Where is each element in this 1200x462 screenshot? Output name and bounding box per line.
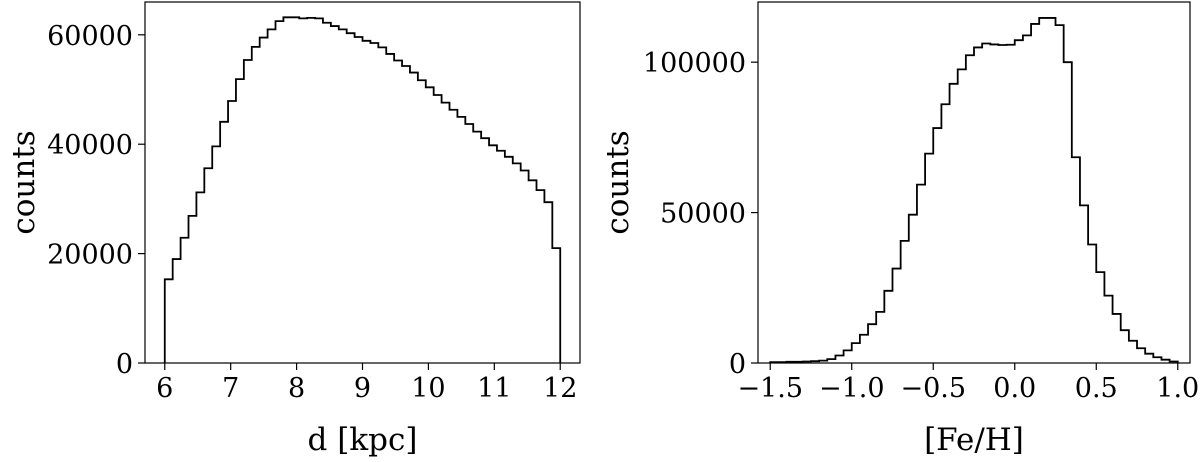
chart0-ytick-label: 0 (116, 349, 133, 380)
chart0-xtick-label: 10 (411, 373, 445, 404)
chart1-y-axis-label: counts (600, 130, 636, 234)
distance-histogram-panel: 6 7 8 9 10 11 12 0 20000 40000 60000 d [kpc] counts (6, 1, 581, 458)
chart0-y-axis-label: counts (6, 130, 42, 234)
chart1-xtick-label: −1.5 (737, 373, 803, 404)
chart1-ytick-label: 100000 (643, 48, 746, 79)
chart0-xtick-label: 9 (354, 373, 371, 404)
chart0-ytick-label: 40000 (47, 130, 133, 161)
chart1-xtick-label: 0.0 (993, 373, 1036, 404)
chart0-histogram-outline (163, 16, 562, 363)
chart0-xtick-label: 11 (477, 373, 511, 404)
chart1-histogram-outline (769, 17, 1179, 363)
chart1-xtick-label: −0.5 (900, 373, 966, 404)
chart1-xtick-label: −1.0 (819, 373, 885, 404)
chart0-ytick-label: 60000 (47, 21, 133, 52)
metallicity-histogram-panel: −1.5 −1.0 −0.5 0.0 0.5 1.0 0 50000 100000 [Fe/H] c… (600, 1, 1199, 458)
chart0-xtick-label: 7 (222, 373, 239, 404)
chart0-x-axis-label: d [kpc] (308, 422, 418, 458)
chart0-xtick-label: 12 (543, 373, 577, 404)
chart0-xtick-label: 8 (288, 373, 305, 404)
chart1-ytick-label: 0 (729, 349, 746, 380)
chart1-ytick-label: 50000 (660, 199, 746, 230)
chart1-xtick-label: 0.5 (1075, 373, 1118, 404)
chart1-axes-frame (757, 1, 1191, 364)
chart0-xtick-label: 6 (156, 373, 173, 404)
chart0-axes-frame (144, 1, 581, 364)
chart0-ytick-label: 20000 (47, 240, 133, 271)
chart1-xtick-label: 1.0 (1156, 373, 1199, 404)
chart1-x-axis-label: [Fe/H] (924, 422, 1024, 458)
